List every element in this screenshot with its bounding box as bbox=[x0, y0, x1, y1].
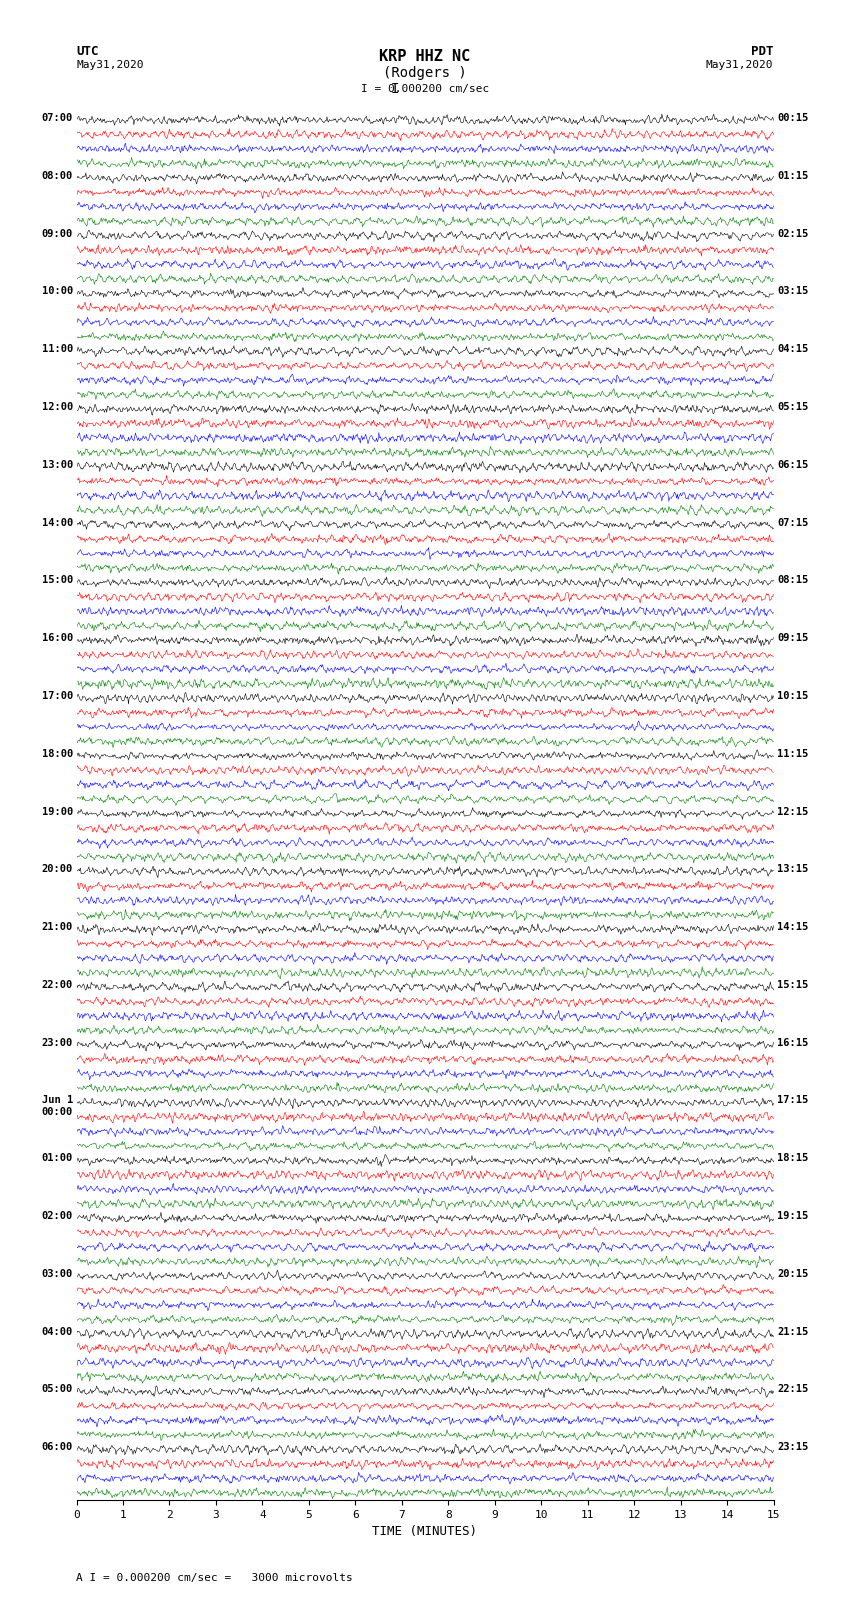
Text: 18:00: 18:00 bbox=[42, 748, 73, 758]
Text: 21:00: 21:00 bbox=[42, 923, 73, 932]
Text: May31,2020: May31,2020 bbox=[706, 60, 774, 69]
Text: 01:15: 01:15 bbox=[777, 171, 808, 181]
X-axis label: TIME (MINUTES): TIME (MINUTES) bbox=[372, 1526, 478, 1539]
Text: 05:00: 05:00 bbox=[42, 1384, 73, 1395]
Text: 08:15: 08:15 bbox=[777, 576, 808, 586]
Text: 03:00: 03:00 bbox=[42, 1269, 73, 1279]
Text: 14:00: 14:00 bbox=[42, 518, 73, 527]
Text: 04:15: 04:15 bbox=[777, 344, 808, 355]
Text: 23:00: 23:00 bbox=[42, 1037, 73, 1048]
Text: 11:00: 11:00 bbox=[42, 344, 73, 355]
Text: 12:00: 12:00 bbox=[42, 402, 73, 411]
Text: KRP HHZ NC: KRP HHZ NC bbox=[379, 48, 471, 65]
Text: 23:15: 23:15 bbox=[777, 1442, 808, 1452]
Text: A I = 0.000200 cm/sec =   3000 microvolts: A I = 0.000200 cm/sec = 3000 microvolts bbox=[76, 1573, 354, 1582]
Text: 13:00: 13:00 bbox=[42, 460, 73, 469]
Text: 04:00: 04:00 bbox=[42, 1326, 73, 1337]
Text: 02:15: 02:15 bbox=[777, 229, 808, 239]
Text: (Rodgers ): (Rodgers ) bbox=[383, 66, 467, 79]
Text: 22:00: 22:00 bbox=[42, 981, 73, 990]
Text: PDT: PDT bbox=[751, 45, 774, 58]
Text: 15:00: 15:00 bbox=[42, 576, 73, 586]
Text: 20:00: 20:00 bbox=[42, 865, 73, 874]
Text: 07:15: 07:15 bbox=[777, 518, 808, 527]
Text: 18:15: 18:15 bbox=[777, 1153, 808, 1163]
Text: 06:15: 06:15 bbox=[777, 460, 808, 469]
Text: 16:15: 16:15 bbox=[777, 1037, 808, 1048]
Text: 03:15: 03:15 bbox=[777, 287, 808, 297]
Text: UTC: UTC bbox=[76, 45, 99, 58]
Text: 11:15: 11:15 bbox=[777, 748, 808, 758]
Text: 22:15: 22:15 bbox=[777, 1384, 808, 1395]
Text: 09:15: 09:15 bbox=[777, 634, 808, 644]
Text: 00:15: 00:15 bbox=[777, 113, 808, 123]
Text: 21:15: 21:15 bbox=[777, 1326, 808, 1337]
Text: 08:00: 08:00 bbox=[42, 171, 73, 181]
Text: 17:00: 17:00 bbox=[42, 690, 73, 702]
Text: 07:00: 07:00 bbox=[42, 113, 73, 123]
Text: 19:00: 19:00 bbox=[42, 806, 73, 816]
Text: 16:00: 16:00 bbox=[42, 634, 73, 644]
Text: 01:00: 01:00 bbox=[42, 1153, 73, 1163]
Text: I = 0.000200 cm/sec: I = 0.000200 cm/sec bbox=[361, 84, 489, 94]
Text: 20:15: 20:15 bbox=[777, 1269, 808, 1279]
Text: 02:00: 02:00 bbox=[42, 1211, 73, 1221]
Text: 17:15: 17:15 bbox=[777, 1095, 808, 1105]
Text: 05:15: 05:15 bbox=[777, 402, 808, 411]
Text: May31,2020: May31,2020 bbox=[76, 60, 144, 69]
Text: 06:00: 06:00 bbox=[42, 1442, 73, 1452]
Text: 13:15: 13:15 bbox=[777, 865, 808, 874]
Text: Jun 1
00:00: Jun 1 00:00 bbox=[42, 1095, 73, 1118]
Text: 09:00: 09:00 bbox=[42, 229, 73, 239]
Text: 10:00: 10:00 bbox=[42, 287, 73, 297]
Text: 10:15: 10:15 bbox=[777, 690, 808, 702]
Text: 14:15: 14:15 bbox=[777, 923, 808, 932]
Text: 12:15: 12:15 bbox=[777, 806, 808, 816]
Text: 19:15: 19:15 bbox=[777, 1211, 808, 1221]
Text: 15:15: 15:15 bbox=[777, 981, 808, 990]
Text: I: I bbox=[391, 82, 399, 95]
